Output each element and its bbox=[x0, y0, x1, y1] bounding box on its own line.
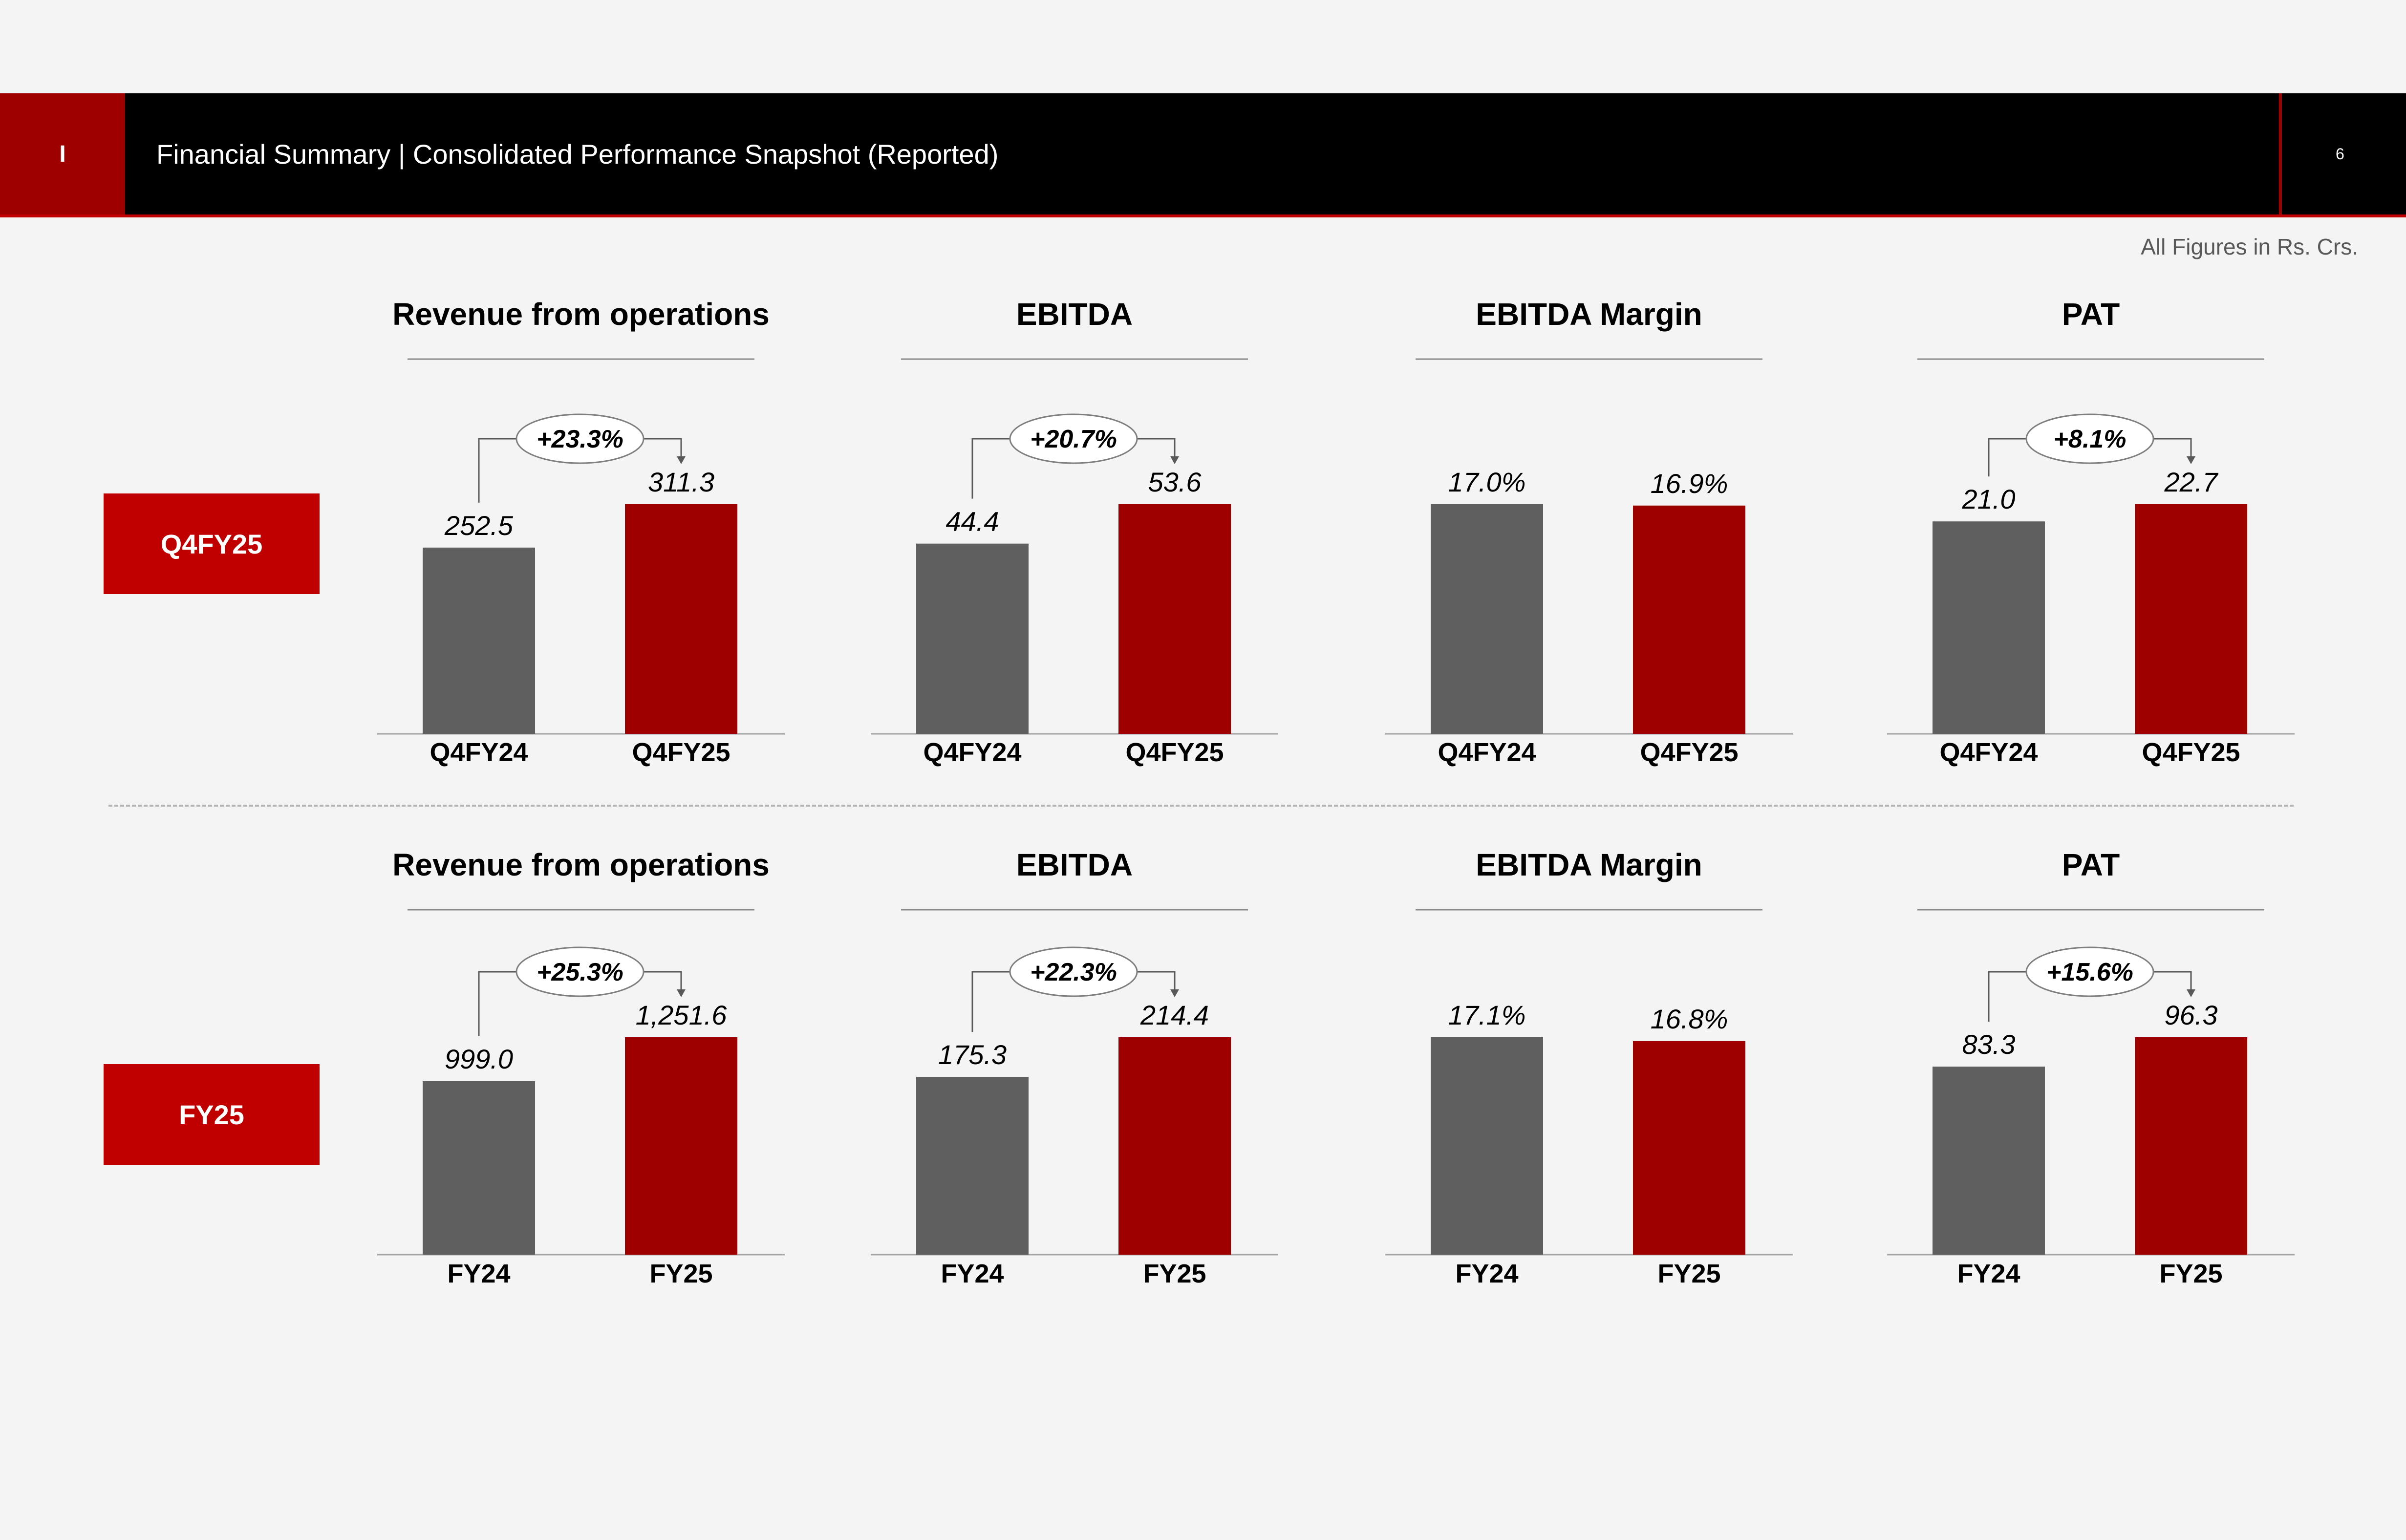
growth-label-ebitda-year: +22.3% bbox=[1030, 958, 1117, 986]
value-label-fy25-pat-year: 96.3 bbox=[2165, 1000, 2218, 1030]
value-label-fy24-ebitda-year: 175.3 bbox=[938, 1039, 1007, 1070]
value-label-q4fy24-ebitda-quarter: 44.4 bbox=[946, 506, 999, 537]
bar-q4fy25-ebitda-margin-quarter bbox=[1633, 505, 1745, 734]
growth-arrow-revenue-quarter bbox=[677, 456, 686, 464]
value-label-q4fy25-pat-quarter: 22.7 bbox=[2164, 467, 2219, 497]
value-label-q4fy25-ebitda-margin-quarter: 16.9% bbox=[1651, 468, 1728, 499]
category-label-q4fy25-pat-quarter: Q4FY25 bbox=[2142, 738, 2240, 767]
value-label-q4fy24-ebitda-margin-quarter: 17.0% bbox=[1448, 467, 1526, 497]
bar-fy24-ebitda-year bbox=[916, 1077, 1029, 1255]
period-label-quarter: Q4FY25 bbox=[104, 493, 320, 594]
chart-title-pat-year: PAT bbox=[2062, 847, 2120, 882]
bar-fy25-ebitda-margin-year bbox=[1633, 1041, 1745, 1255]
growth-badge-pat-quarter bbox=[2025, 413, 2154, 464]
category-label-fy25-pat-year: FY25 bbox=[2159, 1259, 2222, 1288]
bar-fy25-pat-year bbox=[2135, 1037, 2247, 1255]
category-label-q4fy24-revenue-quarter: Q4FY24 bbox=[430, 738, 528, 767]
period-label-year: FY25 bbox=[104, 1064, 320, 1165]
value-label-q4fy25-ebitda-quarter: 53.6 bbox=[1148, 467, 1202, 497]
row-separator bbox=[108, 805, 2294, 807]
category-label-fy24-ebitda-margin-year: FY24 bbox=[1455, 1259, 1518, 1288]
bar-fy25-ebitda-year bbox=[1118, 1037, 1231, 1255]
value-label-fy24-ebitda-margin-year: 17.1% bbox=[1448, 1000, 1526, 1030]
bar-q4fy25-pat-quarter bbox=[2135, 504, 2247, 734]
value-label-fy24-revenue-year: 999.0 bbox=[445, 1044, 513, 1074]
chart-title-ebitda-margin-quarter: EBITDA Margin bbox=[1476, 297, 1702, 332]
bar-fy25-revenue-year bbox=[625, 1037, 737, 1255]
value-label-fy25-revenue-year: 1,251.6 bbox=[636, 1000, 728, 1030]
bar-q4fy25-revenue-quarter bbox=[625, 504, 737, 734]
growth-label-ebitda-quarter: +20.7% bbox=[1030, 425, 1117, 453]
growth-badge-ebitda-quarter bbox=[1009, 413, 1138, 464]
chart-title-pat-quarter: PAT bbox=[2062, 297, 2120, 332]
category-label-q4fy25-ebitda-margin-quarter: Q4FY25 bbox=[1640, 738, 1738, 767]
growth-label-revenue-quarter: +23.3% bbox=[537, 425, 623, 453]
chart-title-ebitda-year: EBITDA bbox=[1016, 847, 1133, 882]
bar-q4fy24-revenue-quarter bbox=[423, 547, 535, 734]
growth-arrow-pat-year bbox=[2187, 989, 2195, 997]
growth-badge-revenue-year bbox=[516, 946, 644, 997]
growth-label-pat-year: +15.6% bbox=[2046, 958, 2133, 986]
growth-badge-revenue-quarter bbox=[516, 413, 644, 464]
category-label-fy24-pat-year: FY24 bbox=[1957, 1259, 2020, 1288]
bar-q4fy25-ebitda-quarter bbox=[1118, 504, 1231, 734]
page-title: Financial Summary | Consolidated Perform… bbox=[156, 138, 999, 170]
value-label-fy25-ebitda-year: 214.4 bbox=[1140, 1000, 1209, 1030]
category-label-q4fy25-revenue-quarter: Q4FY25 bbox=[632, 738, 730, 767]
category-label-q4fy25-ebitda-quarter: Q4FY25 bbox=[1125, 738, 1224, 767]
category-label-fy25-ebitda-margin-year: FY25 bbox=[1657, 1259, 1720, 1288]
page-number: 6 bbox=[2336, 145, 2344, 163]
category-label-fy25-ebitda-year: FY25 bbox=[1143, 1259, 1206, 1288]
growth-badge-ebitda-year bbox=[1009, 946, 1138, 997]
chart-title-revenue-year: Revenue from operations bbox=[392, 847, 770, 882]
growth-arrow-ebitda-quarter bbox=[1170, 456, 1179, 464]
header-bar: I Financial Summary | Consolidated Perfo… bbox=[0, 93, 2406, 217]
growth-badge-pat-year bbox=[2025, 946, 2154, 997]
bar-q4fy24-ebitda-quarter bbox=[916, 543, 1029, 734]
growth-label-revenue-year: +25.3% bbox=[537, 958, 623, 986]
bar-fy24-ebitda-margin-year bbox=[1431, 1037, 1543, 1255]
bar-q4fy24-pat-quarter bbox=[1933, 521, 2045, 734]
value-label-q4fy24-pat-quarter: 21.0 bbox=[1962, 484, 2016, 514]
category-label-fy24-ebitda-year: FY24 bbox=[941, 1259, 1004, 1288]
value-label-fy25-ebitda-margin-year: 16.8% bbox=[1651, 1004, 1728, 1034]
value-label-q4fy25-revenue-quarter: 311.3 bbox=[648, 467, 714, 497]
value-label-q4fy24-revenue-quarter: 252.5 bbox=[444, 510, 514, 541]
growth-arrow-pat-quarter bbox=[2187, 456, 2195, 464]
category-label-fy24-revenue-year: FY24 bbox=[447, 1259, 510, 1288]
category-label-q4fy24-pat-quarter: Q4FY24 bbox=[1939, 738, 2038, 767]
bar-fy24-pat-year bbox=[1933, 1067, 2045, 1255]
growth-arrow-ebitda-year bbox=[1170, 989, 1179, 997]
chart-title-revenue-quarter: Revenue from operations bbox=[392, 297, 770, 332]
value-label-fy24-pat-year: 83.3 bbox=[1962, 1029, 2016, 1060]
bar-fy24-revenue-year bbox=[423, 1081, 535, 1255]
category-label-q4fy24-ebitda-quarter: Q4FY24 bbox=[923, 738, 1021, 767]
growth-arrow-revenue-year bbox=[677, 989, 686, 997]
chart-title-ebitda-margin-year: EBITDA Margin bbox=[1476, 847, 1702, 882]
units-note: All Figures in Rs. Crs. bbox=[2141, 234, 2358, 259]
bar-q4fy24-ebitda-margin-quarter bbox=[1431, 504, 1543, 734]
chart-title-ebitda-quarter: EBITDA bbox=[1016, 297, 1133, 332]
header-divider bbox=[2279, 93, 2282, 214]
category-label-q4fy24-ebitda-margin-quarter: Q4FY24 bbox=[1438, 738, 1536, 767]
growth-label-pat-quarter: +8.1% bbox=[2054, 425, 2127, 453]
category-label-fy25-revenue-year: FY25 bbox=[649, 1259, 712, 1288]
section-marker: I bbox=[0, 93, 125, 214]
